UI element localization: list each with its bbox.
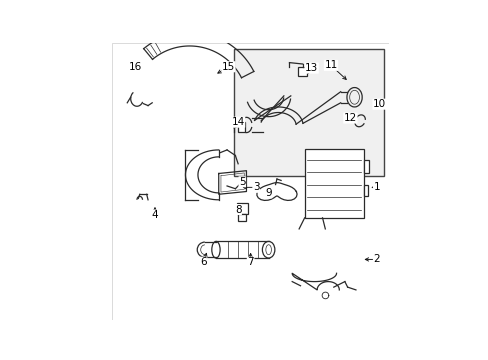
Bar <box>236 203 247 214</box>
Ellipse shape <box>211 242 220 258</box>
Ellipse shape <box>265 245 271 255</box>
Text: 9: 9 <box>265 188 271 198</box>
Text: 15: 15 <box>222 62 235 72</box>
Text: 12: 12 <box>343 113 356 123</box>
Text: 3: 3 <box>252 183 259 192</box>
Text: 8: 8 <box>234 204 241 215</box>
Text: 13: 13 <box>305 63 318 73</box>
Bar <box>364 185 367 195</box>
Bar <box>304 149 364 218</box>
Bar <box>238 214 246 221</box>
Text: 2: 2 <box>373 255 379 264</box>
Bar <box>238 122 244 132</box>
Bar <box>297 67 307 76</box>
Bar <box>233 49 383 176</box>
Text: 16: 16 <box>129 62 142 72</box>
Text: 1: 1 <box>373 183 379 192</box>
Text: 14: 14 <box>231 117 244 127</box>
Text: 6: 6 <box>200 257 206 267</box>
Text: 4: 4 <box>151 210 158 220</box>
Ellipse shape <box>262 242 274 258</box>
Bar <box>364 159 368 174</box>
Text: 11: 11 <box>324 60 337 70</box>
Text: 5: 5 <box>239 177 245 187</box>
Text: 7: 7 <box>247 257 253 267</box>
Text: 10: 10 <box>372 99 386 109</box>
